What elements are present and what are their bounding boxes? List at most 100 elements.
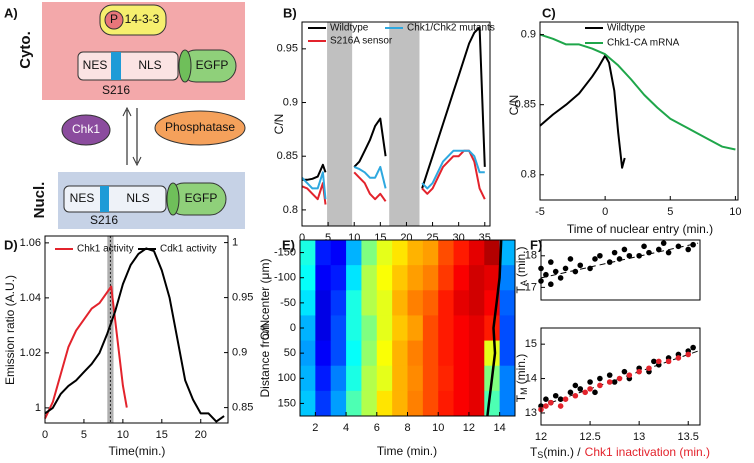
x-tick-label: 10 — [117, 429, 129, 441]
y-tick-label: 0.85 — [277, 150, 298, 162]
egfp-cap — [166, 182, 180, 216]
point — [616, 256, 623, 262]
heat-cell — [453, 240, 470, 266]
heat-cell — [468, 265, 485, 291]
y-tick-label: 17 — [525, 281, 537, 293]
x-tick-label: 4 — [343, 422, 349, 434]
heat-cell — [468, 340, 485, 367]
plot-frame — [540, 327, 701, 426]
y-tick-label: -50 — [280, 297, 296, 309]
y-tick-label: 0.9 — [521, 29, 536, 41]
heat-cell — [499, 265, 516, 291]
point — [611, 379, 618, 385]
y-axis-label: TM (min.) — [514, 354, 529, 403]
x-tick-label: 12 — [463, 422, 475, 434]
y-tick-label: 150 — [278, 397, 296, 409]
point — [572, 382, 579, 389]
point — [621, 368, 628, 375]
point — [665, 249, 672, 256]
heat-cell — [376, 265, 393, 291]
point — [543, 403, 549, 409]
heat-cell — [438, 265, 455, 291]
y-axis-label: C/N — [272, 114, 286, 135]
arrow-head — [132, 156, 142, 167]
heat-cell — [392, 265, 408, 291]
heat-cell — [315, 240, 332, 266]
heat-cell — [438, 315, 455, 342]
point — [621, 246, 628, 253]
heat-cell — [392, 365, 408, 392]
y-tick-label: 0.9 — [283, 96, 298, 108]
x-tick-label: 15 — [156, 429, 168, 441]
point — [597, 375, 603, 382]
x-tick-label: 6 — [374, 422, 380, 434]
panel-label: D) — [4, 237, 18, 252]
heat-cell — [499, 390, 516, 417]
x-axis-label: TS(min.) / Chk1 inactivation (min.) — [530, 445, 710, 460]
heat-cell — [346, 365, 362, 392]
point — [646, 249, 652, 256]
legend-label: Cdk1 activity — [160, 244, 217, 255]
construct — [63, 185, 167, 213]
heat-cell — [438, 340, 455, 367]
heat-cell — [330, 240, 347, 266]
heat-cell — [422, 290, 439, 316]
point — [577, 386, 584, 392]
binder-label: 14-3-3 — [125, 12, 160, 26]
shaded-band — [389, 22, 420, 226]
heat-cell — [330, 340, 347, 367]
heat-cell — [407, 315, 424, 342]
point — [606, 372, 613, 378]
x-tick-label: 0 — [42, 429, 48, 441]
heat-cell — [438, 240, 455, 266]
heat-cell — [407, 390, 424, 417]
y2-tick-label: 0.85 — [232, 402, 253, 414]
heat-cell — [376, 365, 393, 392]
construct — [77, 51, 179, 81]
heat-cell — [422, 340, 439, 367]
heat-cell — [484, 265, 501, 291]
heat-cell — [376, 240, 393, 266]
heat-cell — [300, 340, 316, 367]
heat-cell — [392, 315, 408, 342]
x-tick-label: 13 — [633, 431, 645, 443]
point — [651, 358, 657, 365]
heat-cell — [376, 390, 393, 417]
x-tick-label: 0 — [602, 206, 608, 218]
x-tick-label: 2 — [312, 422, 318, 434]
heat-cell — [407, 290, 424, 316]
point — [685, 351, 692, 358]
point — [690, 344, 696, 351]
series-line — [539, 54, 626, 169]
heat-cell — [499, 315, 516, 342]
series-line — [44, 285, 128, 420]
nucl-label: Nucl. — [31, 182, 48, 219]
heat-cell — [300, 240, 316, 266]
point — [626, 252, 633, 259]
legend-label: Wildtype — [330, 23, 369, 34]
site-bar — [100, 186, 109, 212]
heat-cell — [361, 390, 378, 417]
kinase — [61, 114, 111, 146]
legend-label: Chk1/Chk2 mutants — [407, 23, 495, 34]
cyto-label: Cyto. — [17, 31, 34, 69]
heat-cell — [392, 290, 408, 316]
heat-cell — [407, 265, 424, 291]
x-tick-label: 10 — [729, 206, 741, 218]
plot-frame — [301, 21, 491, 227]
panel-label: A) — [4, 5, 18, 20]
point — [592, 256, 598, 262]
arrow-head — [122, 106, 132, 117]
heat-cell — [422, 240, 439, 266]
x-tick-label: -5 — [535, 206, 545, 218]
heat-cell — [315, 315, 332, 342]
x-tick-label: 12 — [535, 431, 547, 443]
x-axis-label: Time (min.) — [377, 444, 437, 458]
point — [660, 240, 667, 246]
series-line — [539, 33, 736, 151]
phospho-site — [104, 10, 124, 30]
chart-panel: C) Wildtype Chk1-CA mRNA -5 0 5 10 0.8 0.85 0.9 C/… — [507, 5, 741, 236]
y-tick-label: 1.02 — [20, 347, 41, 359]
label-part: T — [514, 286, 528, 294]
